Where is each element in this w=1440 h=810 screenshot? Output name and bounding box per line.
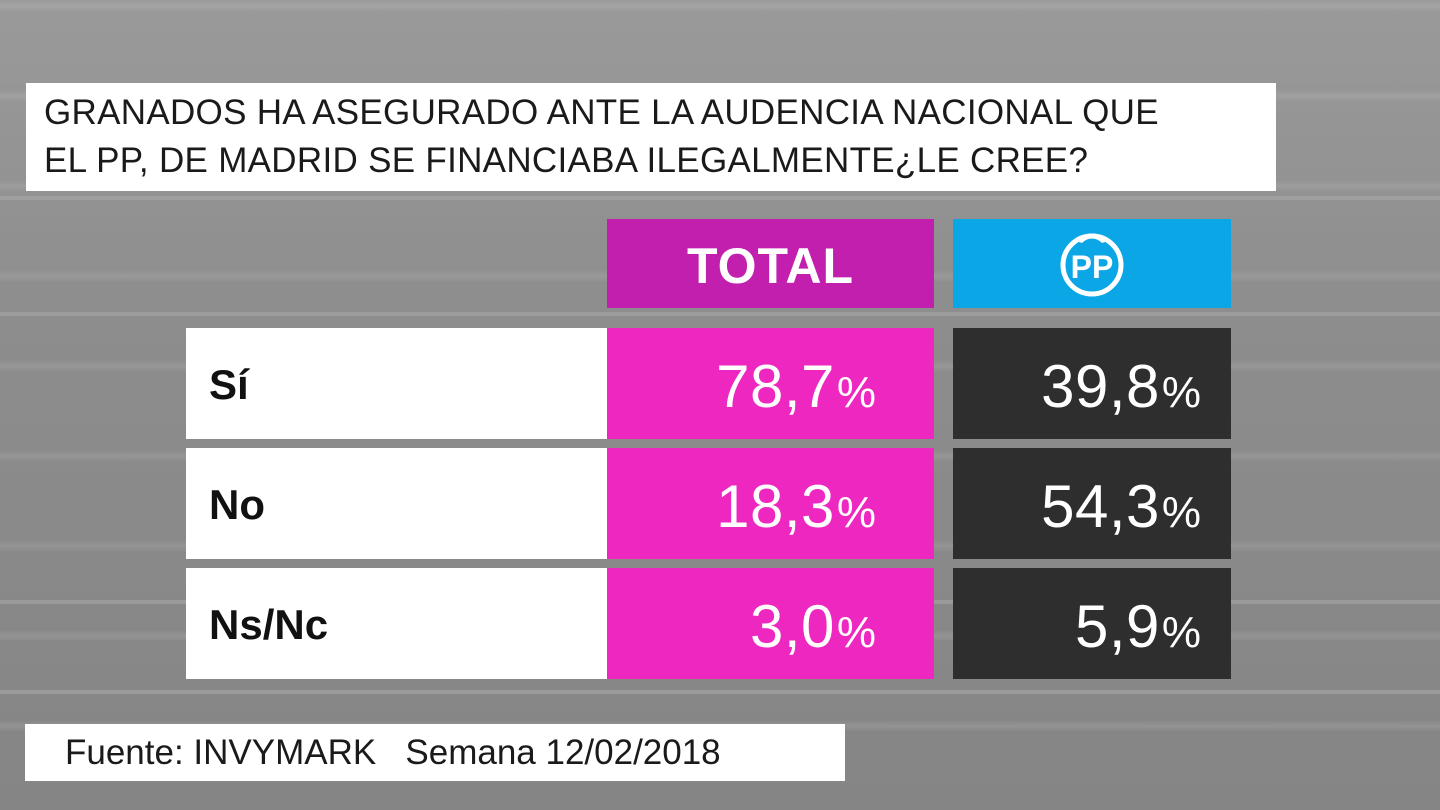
pp-cell-si: 39,8% <box>953 328 1231 439</box>
background-stripe <box>0 312 1440 316</box>
pp-cell-no: 54,3% <box>953 448 1231 559</box>
total-value: 18,3 <box>716 473 835 540</box>
pp-value: 5,9 <box>1074 593 1160 660</box>
row-label-text: Ns/Nc <box>209 601 329 648</box>
percent-sign: % <box>836 368 876 417</box>
column-header-pp: PP <box>953 219 1231 308</box>
pp-value: 39,8 <box>1041 353 1160 420</box>
total-cell-si: 78,7% <box>607 328 934 439</box>
source-text: Fuente: INVYMARK Semana 12/02/2018 <box>65 733 721 772</box>
pp-party-logo-icon: PP <box>1060 233 1124 297</box>
pp-value: 54,3 <box>1041 473 1160 540</box>
total-cell-nsnc: 3,0% <box>607 568 934 679</box>
percent-sign: % <box>1161 608 1201 657</box>
total-value: 78,7 <box>716 353 835 420</box>
pp-cell-nsnc: 5,9% <box>953 568 1231 679</box>
row-label-nsnc: Ns/Nc <box>186 568 607 679</box>
column-header-total-label: TOTAL <box>686 238 854 294</box>
total-cell-no: 18,3% <box>607 448 934 559</box>
question-line-1: GRANADOS HA ASEGURADO ANTE LA AUDENCIA N… <box>44 93 1159 132</box>
row-label-si: Sí <box>186 328 607 439</box>
percent-sign: % <box>836 488 876 537</box>
percent-sign: % <box>836 608 876 657</box>
total-value: 3,0 <box>749 593 835 660</box>
percent-sign: % <box>1161 488 1201 537</box>
row-label-text: No <box>209 481 265 528</box>
source-box: Fuente: INVYMARK Semana 12/02/2018 <box>25 724 845 781</box>
question-line-2: EL PP, DE MADRID SE FINANCIABA ILEGALMEN… <box>44 141 1089 180</box>
background-stripe <box>0 690 1440 694</box>
column-header-total: TOTAL <box>607 219 934 308</box>
row-label-no: No <box>186 448 607 559</box>
percent-sign: % <box>1161 368 1201 417</box>
pp-logo-text: PP <box>1071 249 1114 285</box>
question-box: GRANADOS HA ASEGURADO ANTE LA AUDENCIA N… <box>26 83 1276 191</box>
row-label-text: Sí <box>209 361 249 408</box>
background-stripe <box>0 196 1440 200</box>
